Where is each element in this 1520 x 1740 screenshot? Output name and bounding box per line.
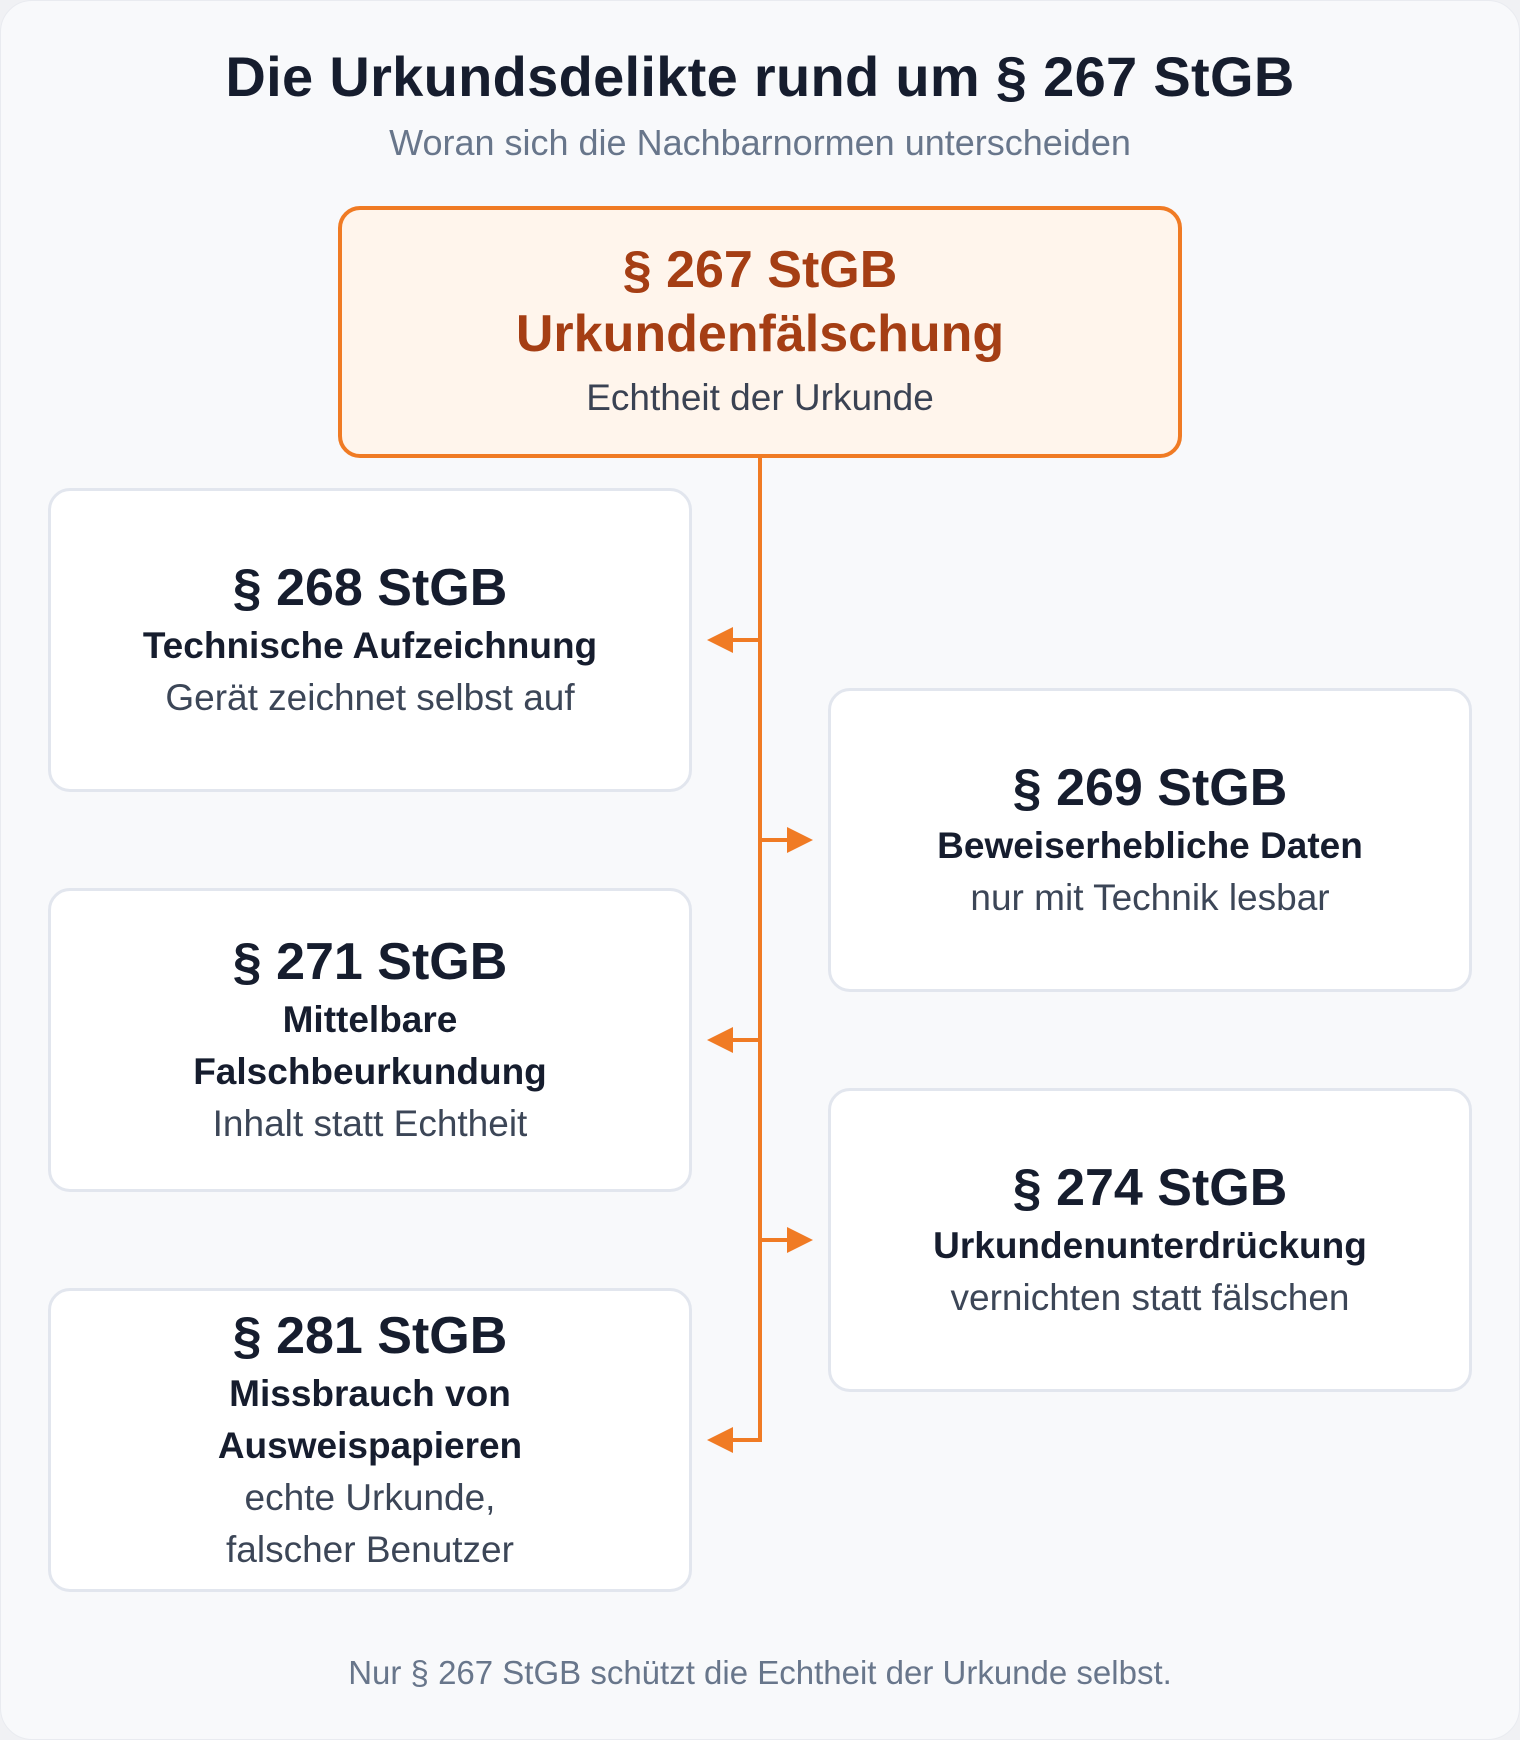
node-description: Inhalt statt Echtheit [212,1103,528,1144]
node-name: Technische Aufzeichnung [142,625,598,666]
node-section: § 274 StGB [1012,1159,1288,1217]
diagram-footer-note: Nur § 267 StGB schützt die Echtheit der … [348,1654,1172,1691]
node-description: vernichten statt fälschen [950,1277,1350,1318]
node-name: Urkundenfälschung [515,305,1005,363]
arrow-to-271 [707,1027,760,1053]
node-description: Gerät zeichnet selbst auf [165,677,575,718]
node-section: § 281 StGB [232,1307,508,1365]
node-271: § 271 StGB Mittelbare Falschbeurkundung … [48,888,692,1192]
node-281: § 281 StGB Missbrauch von Ausweispapiere… [48,1288,692,1592]
node-description: Echtheit der Urkunde [586,377,934,418]
node-268: § 268 StGB Technische Aufzeichnung Gerät… [48,488,692,792]
node-269: § 269 StGB Beweiserhebliche Daten nur mi… [828,688,1472,992]
node-section: § 269 StGB [1012,759,1288,817]
node-name: Urkundenunterdrückung [933,1225,1367,1266]
diagram-subtitle: Woran sich die Nachbarnormen unterscheid… [389,122,1131,163]
node-section: § 268 StGB [232,559,508,617]
node-267-main: § 267 StGB Urkundenfälschung Echtheit de… [338,206,1182,458]
node-section: § 271 StGB [232,933,508,991]
arrow-to-274 [760,1227,813,1253]
node-274: § 274 StGB Urkundenunterdrückung vernich… [828,1088,1472,1392]
node-description: echte Urkunde, falscher Benutzer [226,1477,514,1570]
node-name: Mittelbare Falschbeurkundung [193,999,547,1092]
diagram-title: Die Urkundsdelikte rund um § 267 StGB [225,45,1295,108]
node-description: nur mit Technik lesbar [970,877,1330,918]
arrow-to-269 [760,827,813,853]
arrow-to-268 [707,627,760,653]
node-name: Beweiserhebliche Daten [937,825,1363,866]
node-section: § 267 StGB [622,241,898,299]
node-name: Missbrauch von Ausweispapieren [217,1373,523,1466]
arrow-to-281 [707,1427,760,1453]
